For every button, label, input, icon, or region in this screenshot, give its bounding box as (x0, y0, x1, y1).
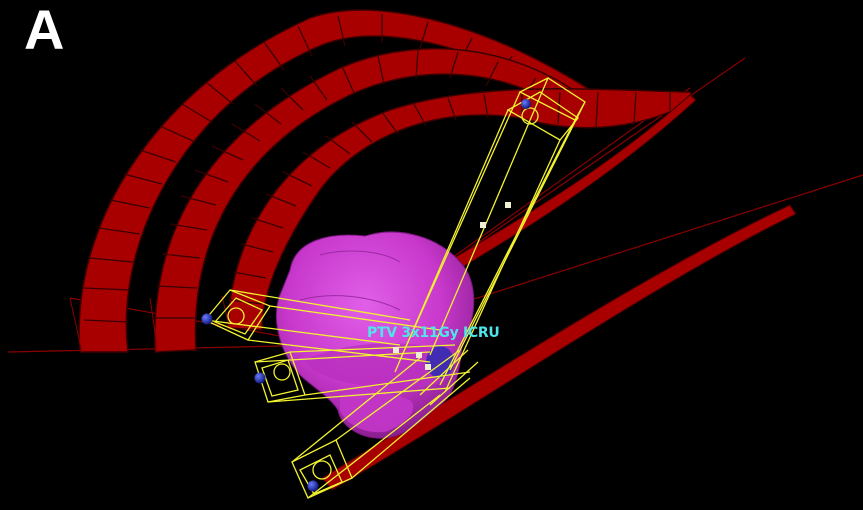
isocenter-markers (393, 202, 511, 370)
source-marker-left (201, 313, 213, 325)
source-markers (201, 99, 531, 492)
beam-lower-left (254, 344, 471, 403)
structure-label: PTV 3x11Gy ICRU (367, 325, 500, 341)
beam-upper (394, 77, 586, 393)
beam-lower (291, 349, 471, 499)
source-marker-lower-left (254, 372, 266, 384)
source-marker-bottom (307, 480, 319, 492)
beam-wireframes (203, 77, 586, 499)
panel-label: A (24, 0, 65, 61)
source-marker-top (521, 99, 531, 109)
target-volume (275, 231, 475, 439)
beam-left (203, 289, 441, 363)
